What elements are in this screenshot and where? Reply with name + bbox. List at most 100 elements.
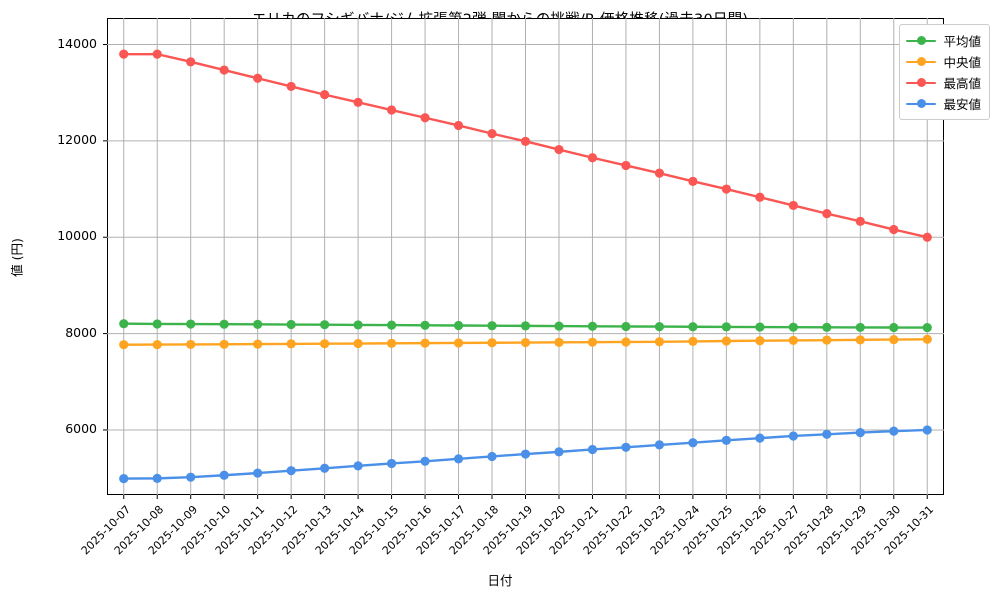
data-point [922, 334, 932, 344]
y-tick-label: 10000 [57, 228, 97, 244]
y-axis-label: 値 (円) [9, 238, 25, 277]
data-point [487, 129, 497, 139]
data-point [353, 320, 363, 330]
data-point [654, 337, 665, 347]
data-point [587, 321, 598, 331]
legend-marker-icon [906, 55, 937, 69]
data-point [219, 319, 229, 329]
data-point [152, 473, 162, 483]
data-point [654, 440, 665, 450]
data-point [353, 461, 363, 471]
data-point [453, 338, 464, 348]
data-point [755, 322, 765, 332]
data-point [788, 335, 798, 346]
legend-item-4[interactable]: 最安値 [906, 93, 981, 114]
data-point [186, 319, 196, 329]
data-point [721, 322, 731, 332]
legend-marker-icon [906, 76, 937, 90]
data-point [320, 90, 330, 100]
axis-ticks [103, 44, 928, 499]
data-point [889, 426, 899, 436]
data-point [286, 81, 296, 92]
chart-legend[interactable]: 平均値中央値最高値最安値 [899, 24, 990, 120]
x-axis-label: 日付 [487, 573, 513, 588]
data-point [119, 319, 129, 329]
data-point [922, 425, 932, 435]
data-point [688, 176, 698, 186]
legend-marker-icon [906, 34, 937, 48]
data-point [420, 320, 430, 330]
data-point [253, 468, 263, 478]
y-tick-label: 12000 [57, 131, 97, 147]
data-point [320, 339, 330, 349]
data-point [119, 340, 129, 350]
data-point [621, 321, 631, 332]
gridlines [107, 18, 944, 495]
data-point [788, 200, 798, 211]
data-point [554, 321, 564, 331]
data-point [922, 232, 932, 242]
data-point [420, 113, 430, 123]
data-point [587, 444, 598, 455]
data-point [587, 337, 598, 347]
legend-label: 中央値 [943, 55, 981, 70]
data-point [822, 322, 832, 332]
data-point [788, 322, 798, 332]
data-point [889, 322, 899, 333]
data-point [554, 337, 564, 347]
data-point [420, 338, 430, 348]
data-point [386, 458, 397, 469]
data-point [386, 105, 397, 115]
data-point [788, 431, 798, 441]
data-point [688, 322, 698, 332]
data-point [822, 335, 832, 345]
data-point [353, 97, 363, 107]
y-tick-label: 14000 [57, 35, 97, 51]
data-point [721, 435, 731, 445]
data-point [152, 319, 162, 329]
data-point [253, 339, 263, 349]
data-point [587, 153, 598, 163]
data-point [487, 338, 497, 348]
legend-item-2[interactable]: 中央値 [906, 51, 981, 72]
data-point [855, 335, 865, 345]
data-point [353, 338, 363, 349]
data-point [320, 320, 330, 330]
data-point [755, 433, 765, 443]
data-point [520, 136, 531, 146]
legend-marker-icon [906, 97, 937, 111]
data-series-layer [119, 49, 932, 484]
data-point [520, 337, 531, 348]
data-point [654, 322, 665, 332]
y-tick-label: 8000 [65, 324, 97, 340]
data-point [621, 442, 631, 452]
data-point [721, 184, 731, 194]
data-point [654, 168, 665, 178]
data-point [286, 339, 296, 349]
data-point [487, 451, 497, 462]
data-point [386, 320, 397, 330]
data-point [520, 449, 531, 459]
data-point [487, 321, 497, 331]
data-point [453, 120, 464, 131]
legend-item-3[interactable]: 最高値 [906, 72, 981, 93]
data-point [554, 447, 564, 457]
data-point [386, 338, 397, 348]
legend-label: 最安値 [943, 97, 981, 112]
data-point [721, 336, 731, 346]
data-point [755, 336, 765, 346]
data-point [119, 474, 129, 484]
data-point [855, 216, 865, 226]
data-point [186, 472, 196, 482]
data-point [420, 456, 430, 466]
data-point [688, 336, 698, 346]
data-point [822, 209, 832, 219]
data-point [320, 463, 330, 473]
data-point [889, 224, 899, 235]
data-point [152, 49, 162, 59]
data-point [219, 65, 229, 75]
legend-item-1[interactable]: 平均値 [906, 30, 981, 51]
data-point [520, 321, 531, 331]
